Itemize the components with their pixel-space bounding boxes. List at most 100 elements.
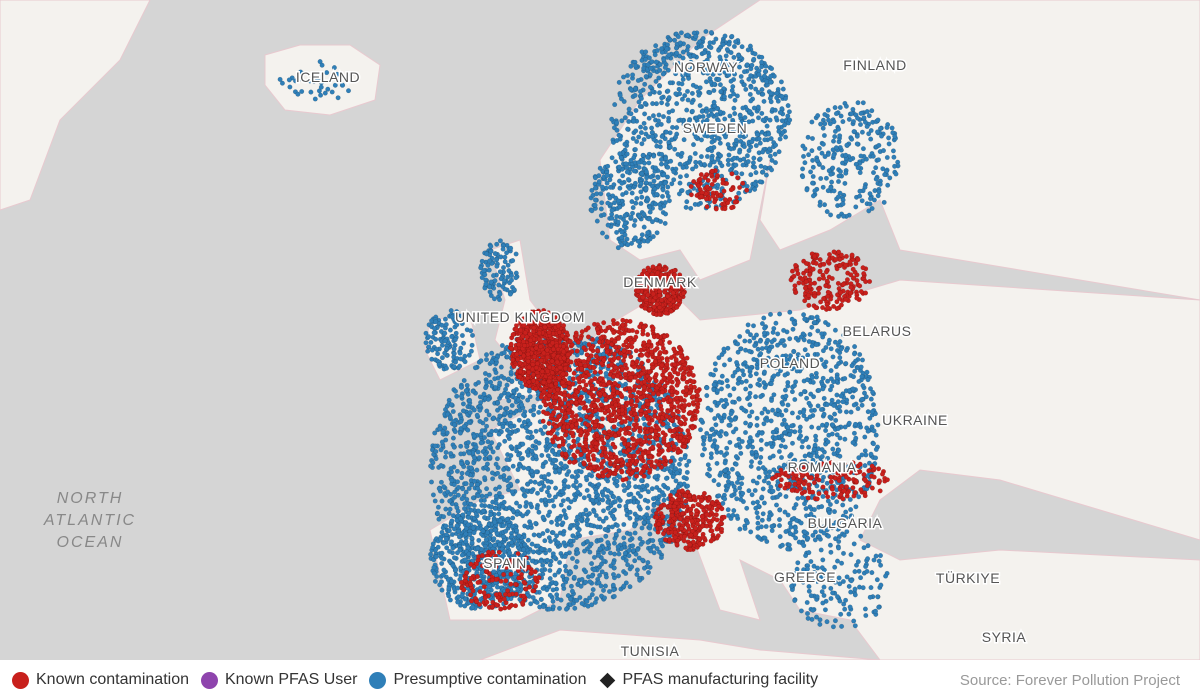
presumptive-site-marker xyxy=(797,424,803,430)
presumptive-site-marker xyxy=(842,376,848,382)
presumptive-site-marker xyxy=(521,547,527,553)
presumptive-site-marker xyxy=(806,339,812,345)
presumptive-site-marker xyxy=(654,230,660,236)
presumptive-site-marker xyxy=(636,213,642,219)
presumptive-site-marker xyxy=(596,179,602,185)
presumptive-site-marker xyxy=(735,380,741,386)
presumptive-site-marker xyxy=(483,416,489,422)
presumptive-site-marker xyxy=(665,184,671,190)
presumptive-site-marker xyxy=(884,124,890,130)
presumptive-site-marker xyxy=(753,505,759,511)
presumptive-site-marker xyxy=(538,487,544,493)
presumptive-site-marker xyxy=(757,338,763,344)
presumptive-site-marker xyxy=(721,362,727,368)
presumptive-site-marker xyxy=(704,385,710,391)
presumptive-site-marker xyxy=(508,444,514,450)
presumptive-site-marker xyxy=(701,441,707,447)
presumptive-site-marker xyxy=(725,161,731,167)
presumptive-site-marker xyxy=(481,391,487,397)
presumptive-site-marker xyxy=(848,507,854,513)
presumptive-site-marker xyxy=(535,543,541,549)
presumptive-site-marker xyxy=(528,601,534,607)
presumptive-site-marker xyxy=(717,109,723,115)
presumptive-site-marker xyxy=(825,107,831,113)
presumptive-site-marker xyxy=(511,388,517,394)
presumptive-site-marker xyxy=(789,410,795,416)
pfas-map[interactable]: NORTH ATLANTIC OCEAN ICELANDNORWAYSWEDEN… xyxy=(0,0,1200,660)
presumptive-site-marker xyxy=(673,478,679,484)
presumptive-site-marker xyxy=(487,444,493,450)
presumptive-site-marker xyxy=(776,149,782,155)
presumptive-site-marker xyxy=(820,141,826,147)
presumptive-site-marker xyxy=(645,498,651,504)
presumptive-site-marker xyxy=(749,459,755,465)
presumptive-site-marker xyxy=(500,504,506,510)
presumptive-site-marker xyxy=(885,182,891,188)
presumptive-site-marker xyxy=(704,153,710,159)
presumptive-site-marker xyxy=(539,452,545,458)
presumptive-site-marker xyxy=(496,511,502,517)
presumptive-site-marker xyxy=(879,133,885,139)
presumptive-site-marker xyxy=(630,548,636,554)
presumptive-site-marker xyxy=(632,180,638,186)
presumptive-site-marker xyxy=(730,84,736,90)
presumptive-site-marker xyxy=(628,157,634,163)
presumptive-site-marker xyxy=(547,562,553,568)
presumptive-site-marker xyxy=(762,137,768,143)
presumptive-site-marker xyxy=(525,537,531,543)
presumptive-site-marker xyxy=(733,162,739,168)
presumptive-site-marker xyxy=(747,413,753,419)
presumptive-site-marker xyxy=(678,456,684,462)
presumptive-site-marker xyxy=(739,481,745,487)
presumptive-site-marker xyxy=(769,528,775,534)
presumptive-site-marker xyxy=(592,185,598,191)
presumptive-site-marker xyxy=(679,96,685,102)
presumptive-site-marker xyxy=(773,115,779,121)
presumptive-site-marker xyxy=(534,600,540,606)
presumptive-site-marker xyxy=(815,328,821,334)
presumptive-site-marker xyxy=(665,42,671,48)
presumptive-site-marker xyxy=(625,242,631,248)
presumptive-site-marker xyxy=(728,50,734,56)
presumptive-site-marker xyxy=(675,34,681,40)
presumptive-site-marker xyxy=(734,496,740,502)
presumptive-site-marker xyxy=(625,499,631,505)
presumptive-site-marker xyxy=(702,446,708,452)
presumptive-site-marker xyxy=(507,430,513,436)
presumptive-site-marker xyxy=(449,532,455,538)
presumptive-site-marker xyxy=(820,348,826,354)
presumptive-site-marker xyxy=(878,125,884,131)
presumptive-site-marker xyxy=(558,461,564,467)
presumptive-site-marker xyxy=(510,463,516,469)
presumptive-site-marker xyxy=(641,65,647,71)
presumptive-site-marker xyxy=(727,439,733,445)
presumptive-site-marker xyxy=(654,191,660,197)
presumptive-site-marker xyxy=(808,169,814,175)
presumptive-site-marker xyxy=(482,435,488,441)
presumptive-site-marker xyxy=(817,202,823,208)
presumptive-site-marker xyxy=(663,211,669,217)
presumptive-site-marker xyxy=(568,523,574,529)
presumptive-site-marker xyxy=(613,159,619,165)
presumptive-site-marker xyxy=(614,523,620,529)
presumptive-site-marker xyxy=(713,422,719,428)
presumptive-site-marker xyxy=(834,392,840,398)
presumptive-site-marker xyxy=(441,514,447,520)
presumptive-site-marker xyxy=(650,101,656,107)
presumptive-site-marker xyxy=(563,606,569,612)
presumptive-site-marker xyxy=(892,133,898,139)
presumptive-site-marker xyxy=(859,198,865,204)
presumptive-site-marker xyxy=(850,440,856,446)
presumptive-site-marker xyxy=(466,510,472,516)
presumptive-site-marker xyxy=(605,163,611,169)
presumptive-site-marker xyxy=(735,367,741,373)
presumptive-site-marker xyxy=(875,117,881,123)
presumptive-site-marker xyxy=(778,79,784,85)
presumptive-site-marker xyxy=(516,417,522,423)
presumptive-site-marker xyxy=(836,126,842,132)
presumptive-site-marker xyxy=(803,506,809,512)
presumptive-site-marker xyxy=(470,495,476,501)
presumptive-site-marker xyxy=(647,523,653,529)
presumptive-site-marker xyxy=(783,393,789,399)
presumptive-site-marker xyxy=(787,453,793,459)
